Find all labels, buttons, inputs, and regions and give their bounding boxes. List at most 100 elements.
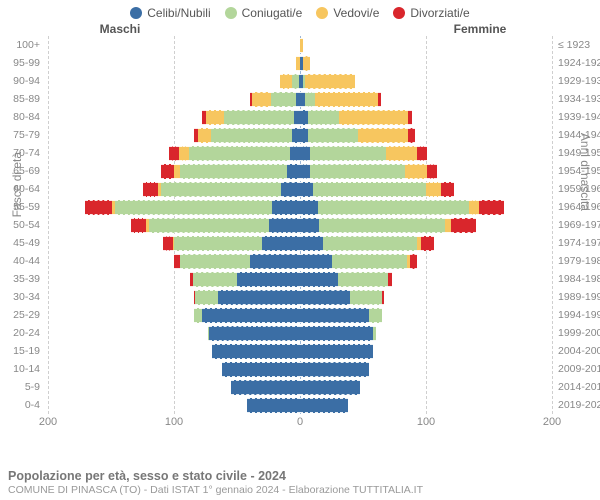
pyramid-row: 60-641959-1963 <box>48 180 552 198</box>
bar-male <box>48 362 300 377</box>
segment-c <box>300 380 360 395</box>
segment-v <box>206 110 225 125</box>
segment-c <box>202 308 300 323</box>
age-label: 95-99 <box>4 57 44 69</box>
segment-k <box>313 182 426 197</box>
year-label: 1989-1993 <box>554 291 600 303</box>
segment-d <box>85 200 113 215</box>
segment-k <box>224 110 293 125</box>
header-female: Femmine <box>300 22 600 36</box>
segment-c <box>300 218 319 233</box>
pyramid-row: 70-741949-1953 <box>48 144 552 162</box>
year-label: 1964-1968 <box>554 201 600 213</box>
segment-c <box>300 344 373 359</box>
legend-label: Coniugati/e <box>242 6 303 20</box>
segment-k <box>369 308 382 323</box>
chart-footer: Popolazione per età, sesso e stato civil… <box>8 469 592 496</box>
year-label: 1969-1973 <box>554 219 600 231</box>
year-label: 1974-1978 <box>554 237 600 249</box>
segment-d <box>479 200 504 215</box>
bar-male <box>48 182 300 197</box>
pyramid-row: 100+≤ 1923 <box>48 36 552 54</box>
bar-female <box>300 308 552 323</box>
bar-male <box>48 200 300 215</box>
vedovi-swatch-icon <box>316 7 328 19</box>
age-label: 20-24 <box>4 327 44 339</box>
segment-k <box>180 254 249 269</box>
x-tick-label: 0 <box>297 416 303 428</box>
segment-c <box>247 398 300 413</box>
segment-c <box>212 344 300 359</box>
gridline <box>552 36 553 414</box>
segment-c <box>250 254 300 269</box>
segment-v <box>303 56 311 71</box>
segment-k <box>319 218 445 233</box>
bar-female <box>300 200 552 215</box>
age-label: 85-89 <box>4 93 44 105</box>
segment-d <box>163 236 173 251</box>
pyramid-row: 45-491974-1978 <box>48 234 552 252</box>
bar-female <box>300 380 552 395</box>
year-label: 2019-2023 <box>554 399 600 411</box>
segment-k <box>193 272 237 287</box>
pyramid-row: 90-941929-1933 <box>48 72 552 90</box>
bar-female <box>300 236 552 251</box>
x-tick-label: 200 <box>39 416 57 428</box>
pyramid-row: 55-591964-1968 <box>48 198 552 216</box>
segment-k <box>373 326 376 341</box>
bar-female <box>300 56 552 71</box>
segment-k <box>195 290 218 305</box>
age-label: 100+ <box>4 39 44 51</box>
pyramid-row: 35-391984-1988 <box>48 270 552 288</box>
bar-male <box>48 110 300 125</box>
segment-v <box>300 38 303 53</box>
pyramid-row: 10-142009-2013 <box>48 360 552 378</box>
segment-c <box>287 164 300 179</box>
age-label: 0-4 <box>4 399 44 411</box>
year-label: 1934-1938 <box>554 93 600 105</box>
segment-k <box>332 254 408 269</box>
age-label: 70-74 <box>4 147 44 159</box>
chart-subtitle: COMUNE DI PINASCA (TO) - Dati ISTAT 1° g… <box>8 484 592 496</box>
year-label: 1999-2003 <box>554 327 600 339</box>
pyramid-row: 65-691954-1958 <box>48 162 552 180</box>
segment-k <box>308 128 358 143</box>
segment-c <box>300 308 369 323</box>
x-axis-ticks: 2001000100200 <box>48 414 552 432</box>
segment-c <box>300 200 318 215</box>
age-label: 55-59 <box>4 201 44 213</box>
bar-male <box>48 38 300 53</box>
bar-male <box>48 290 300 305</box>
segment-d <box>408 128 414 143</box>
segment-v <box>315 92 378 107</box>
bar-male <box>48 380 300 395</box>
segment-c <box>272 200 300 215</box>
bar-female <box>300 164 552 179</box>
bar-female <box>300 128 552 143</box>
bar-male <box>48 146 300 161</box>
segment-v <box>305 74 355 89</box>
pyramid-row: 80-841939-1943 <box>48 108 552 126</box>
year-label: 2004-2008 <box>554 345 600 357</box>
bar-female <box>300 74 552 89</box>
pyramid-row: 75-791944-1948 <box>48 126 552 144</box>
age-label: 60-64 <box>4 183 44 195</box>
segment-c <box>300 326 373 341</box>
year-label: 1924-1928 <box>554 57 600 69</box>
bar-male <box>48 56 300 71</box>
bar-female <box>300 38 552 53</box>
segment-v <box>179 146 189 161</box>
segment-k <box>310 146 386 161</box>
segment-d <box>131 218 146 233</box>
header-male: Maschi <box>0 22 300 36</box>
segment-k <box>338 272 388 287</box>
age-label: 10-14 <box>4 363 44 375</box>
legend-label: Divorziati/e <box>410 6 469 20</box>
segment-c <box>300 164 310 179</box>
segment-d <box>427 164 437 179</box>
pyramid-row: 0-42019-2023 <box>48 396 552 414</box>
segment-d <box>143 182 158 197</box>
segment-k <box>149 218 269 233</box>
segment-c <box>269 218 301 233</box>
segment-v <box>339 110 408 125</box>
